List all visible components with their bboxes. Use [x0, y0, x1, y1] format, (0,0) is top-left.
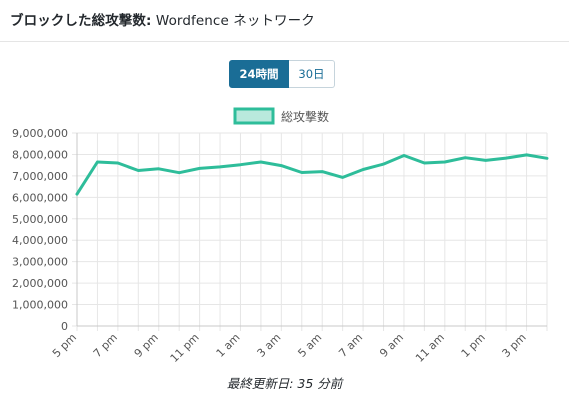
last-updated-text: 最終更新日: 35 分前	[226, 376, 343, 391]
data-point	[136, 169, 140, 173]
data-point	[504, 156, 508, 160]
y-tick-label: 0	[61, 320, 68, 333]
x-tick-label: 3 pm	[500, 331, 529, 360]
y-tick-label: 5,000,000	[12, 213, 68, 226]
data-point	[422, 161, 426, 165]
data-point	[279, 164, 283, 168]
legend-swatch	[233, 107, 275, 125]
data-point	[198, 166, 202, 170]
y-tick-label: 9,000,000	[12, 127, 68, 140]
x-tick-label: 7 am	[336, 331, 365, 360]
legend-label: 総攻撃数	[281, 109, 329, 124]
data-point	[545, 156, 549, 160]
data-point	[300, 170, 304, 174]
data-point	[218, 165, 222, 169]
data-point	[75, 192, 79, 196]
series-line-total-attacks	[75, 153, 549, 196]
x-tick-label: 3 am	[255, 331, 284, 360]
y-axis: 9,000,000 8,000,000 7,000,000 6,000,000 5,00…	[12, 127, 68, 333]
data-point	[177, 171, 181, 175]
data-point	[157, 167, 161, 171]
x-tick-label: 7 pm	[91, 331, 120, 360]
data-point	[320, 170, 324, 174]
data-point	[463, 156, 467, 160]
period-30d-button[interactable]: 30日	[289, 60, 335, 88]
period-24h-button[interactable]: 24時間	[229, 60, 289, 88]
x-tick-label: 1 pm	[459, 331, 488, 360]
x-tick-label: 9 am	[377, 331, 406, 360]
header-title-network: Wordfence ネットワーク	[155, 13, 315, 29]
chart-legend[interactable]: 総攻撃数	[233, 107, 329, 125]
data-point	[259, 160, 263, 164]
data-point	[443, 160, 447, 164]
x-tick-label: 11 am	[413, 331, 447, 365]
series-layer	[75, 153, 549, 196]
y-tick-label: 4,000,000	[12, 234, 68, 247]
data-point	[402, 154, 406, 158]
data-point	[361, 167, 365, 171]
data-point	[382, 162, 386, 166]
data-point	[95, 160, 99, 164]
y-tick-label: 1,000,000	[12, 299, 68, 312]
widget-header: ブロックした総攻撃数: Wordfence ネットワーク	[0, 0, 569, 42]
x-tick-label: 9 pm	[132, 331, 161, 360]
period-toggle: 24時間 30日	[229, 60, 335, 88]
chart-grid	[72, 132, 548, 331]
x-tick-label: 1 am	[214, 331, 243, 360]
x-tick-label: 5 am	[295, 331, 324, 360]
y-tick-label: 3,000,000	[12, 256, 68, 269]
x-axis: 5 pm 7 pm 9 pm 11 pm 1 am 3 am 5 am 7 am 9 am 11 …	[50, 331, 529, 365]
data-point	[238, 163, 242, 167]
data-point	[341, 175, 345, 179]
y-tick-label: 8,000,000	[12, 148, 68, 161]
data-point	[525, 153, 529, 157]
y-tick-label: 6,000,000	[12, 191, 68, 204]
y-tick-label: 7,000,000	[12, 170, 68, 183]
y-tick-label: 2,000,000	[12, 277, 68, 290]
data-point	[116, 161, 120, 165]
x-tick-label: 5 pm	[50, 331, 79, 360]
x-tick-label: 11 pm	[168, 331, 202, 365]
data-point	[484, 158, 488, 162]
header-title-bold: ブロックした総攻撃数:	[10, 13, 152, 29]
